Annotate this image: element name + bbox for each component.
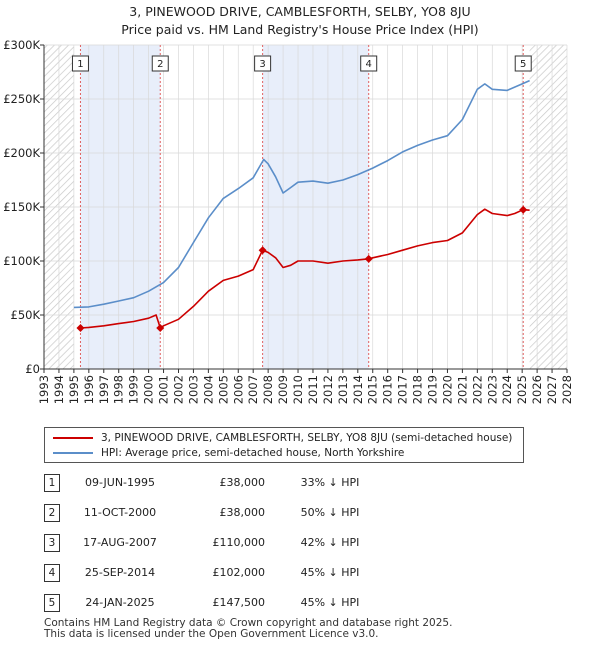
sale-label-box	[151, 55, 169, 72]
x-tick-label: 2011	[306, 375, 320, 404]
sale-hpi-diff: 33% ↓ HPI	[300, 476, 360, 489]
footer-licence: This data is licensed under the Open Gov…	[44, 628, 379, 640]
table-row: 4 25-SEP-2014 £102,000 45% ↓ HPI	[0, 564, 600, 584]
y-tick-label: £150K	[3, 200, 40, 214]
sale-price: £102,000	[212, 566, 266, 579]
sale-price: £38,000	[219, 476, 266, 489]
x-tick-label: 2005	[216, 375, 230, 404]
x-tick-label: 1999	[127, 375, 141, 404]
sale-point	[519, 205, 528, 214]
sale-label-box	[514, 55, 532, 72]
x-tick-label: 2001	[157, 375, 171, 404]
sale-price: £38,000	[219, 506, 266, 519]
x-tick-label: 1997	[97, 375, 111, 404]
x-tick-label: 2000	[142, 375, 156, 404]
sale-point	[156, 323, 165, 332]
sale-label-number: 2	[157, 59, 163, 70]
x-tick-label: 1998	[112, 375, 126, 404]
sale-hpi-diff: 50% ↓ HPI	[300, 506, 360, 519]
sale-label-number: 4	[366, 59, 372, 70]
x-tick-label: 2022	[470, 375, 484, 404]
sale-point	[364, 254, 373, 263]
footer: Contains HM Land Registry data © Crown c…	[44, 618, 452, 640]
sale-number-box: 1	[44, 474, 60, 492]
legend-swatch-red	[53, 437, 93, 439]
x-tick-label: 2010	[291, 375, 305, 404]
x-tick-label: 2028	[560, 375, 574, 404]
sale-number-box: 4	[44, 564, 60, 582]
x-tick-label: 2007	[246, 375, 260, 404]
sale-price: £147,500	[212, 596, 266, 609]
y-tick-label: £250K	[3, 92, 40, 106]
x-tick-label: 2004	[201, 375, 215, 404]
x-tick-label: 2009	[276, 375, 290, 404]
x-tick-label: 2021	[455, 375, 469, 404]
sale-date: 25-SEP-2014	[84, 566, 156, 579]
sale-price: £110,000	[212, 536, 266, 549]
table-row: 5 24-JAN-2025 £147,500 45% ↓ HPI	[0, 594, 600, 614]
sale-date: 17-AUG-2007	[83, 536, 157, 549]
sale-label-box	[360, 55, 378, 72]
x-tick-label: 2015	[366, 375, 380, 404]
price-chart: 1 2 3 4 5 £0 £50K £100K £150K £200K £250K £300K 199…	[3, 38, 574, 404]
legend: 3, PINEWOOD DRIVE, CAMBLESFORTH, SELBY, …	[44, 427, 524, 463]
sale-point	[258, 246, 267, 255]
y-tick-label: £200K	[3, 146, 40, 160]
y-tick-label: £300K	[3, 38, 40, 52]
sale-point	[76, 323, 85, 332]
x-tick-label: 1995	[67, 375, 81, 404]
legend-label-property: 3, PINEWOOD DRIVE, CAMBLESFORTH, SELBY, …	[101, 432, 513, 444]
sale-number-box: 2	[44, 504, 60, 522]
sale-date: 24-JAN-2025	[85, 596, 155, 609]
sale-label-box	[254, 55, 272, 72]
x-tick-label: 2023	[485, 375, 499, 404]
x-tick-label: 2002	[171, 375, 185, 404]
sale-hpi-diff: 45% ↓ HPI	[300, 596, 360, 609]
x-tick-label: 2025	[515, 375, 529, 404]
x-tick-label: 2017	[396, 375, 410, 404]
x-tick-label: 1994	[52, 375, 66, 404]
x-tick-label: 2027	[545, 375, 559, 404]
sale-date: 09-JUN-1995	[84, 476, 156, 489]
legend-swatch-blue	[53, 452, 93, 454]
x-tick-label: 1996	[82, 375, 96, 404]
chart-subtitle: Price paid vs. HM Land Registry's House …	[121, 22, 479, 37]
y-tick-label: £100K	[3, 254, 40, 268]
sale-hpi-diff: 45% ↓ HPI	[300, 566, 360, 579]
x-tick-label: 2024	[500, 375, 514, 404]
x-tick-label: 2016	[381, 375, 395, 404]
footer-copyright: Contains HM Land Registry data © Crown c…	[44, 617, 453, 629]
sale-date: 11-OCT-2000	[83, 506, 157, 519]
property-price-line	[80, 208, 530, 329]
x-tick-label: 2020	[440, 375, 454, 404]
x-tick-label: 2019	[426, 375, 440, 404]
x-tick-label: 2008	[261, 375, 275, 404]
sale-number-box: 5	[44, 594, 60, 612]
x-tick-label: 2003	[186, 375, 200, 404]
sale-label-box	[71, 55, 89, 72]
x-tick-label: 2018	[411, 375, 425, 404]
table-row: 2 11-OCT-2000 £38,000 50% ↓ HPI	[0, 504, 600, 524]
sale-label-number: 3	[259, 59, 265, 70]
sale-label-number: 1	[77, 59, 83, 70]
sale-number-box: 3	[44, 534, 60, 552]
hpi-line	[73, 79, 530, 309]
legend-item-hpi: HPI: Average price, semi-detached house,…	[53, 446, 404, 460]
table-row: 3 17-AUG-2007 £110,000 42% ↓ HPI	[0, 534, 600, 554]
sale-label-number: 5	[520, 59, 526, 70]
legend-label-hpi: HPI: Average price, semi-detached house,…	[101, 447, 405, 459]
sale-hpi-diff: 42% ↓ HPI	[300, 536, 360, 549]
x-tick-label: 2013	[336, 375, 350, 404]
x-tick-label: 1993	[37, 375, 51, 404]
y-tick-label: £50K	[11, 308, 41, 322]
y-tick-label: £0	[25, 362, 40, 376]
legend-item-property: 3, PINEWOOD DRIVE, CAMBLESFORTH, SELBY, …	[53, 431, 512, 445]
x-tick-label: 2026	[530, 375, 544, 404]
table-row: 1 09-JUN-1995 £38,000 33% ↓ HPI	[0, 474, 600, 494]
x-tick-label: 2006	[231, 375, 245, 404]
x-tick-label: 2014	[351, 375, 365, 404]
x-tick-label: 2012	[321, 375, 335, 404]
chart-title: 3, PINEWOOD DRIVE, CAMBLESFORTH, SELBY, …	[129, 4, 471, 19]
